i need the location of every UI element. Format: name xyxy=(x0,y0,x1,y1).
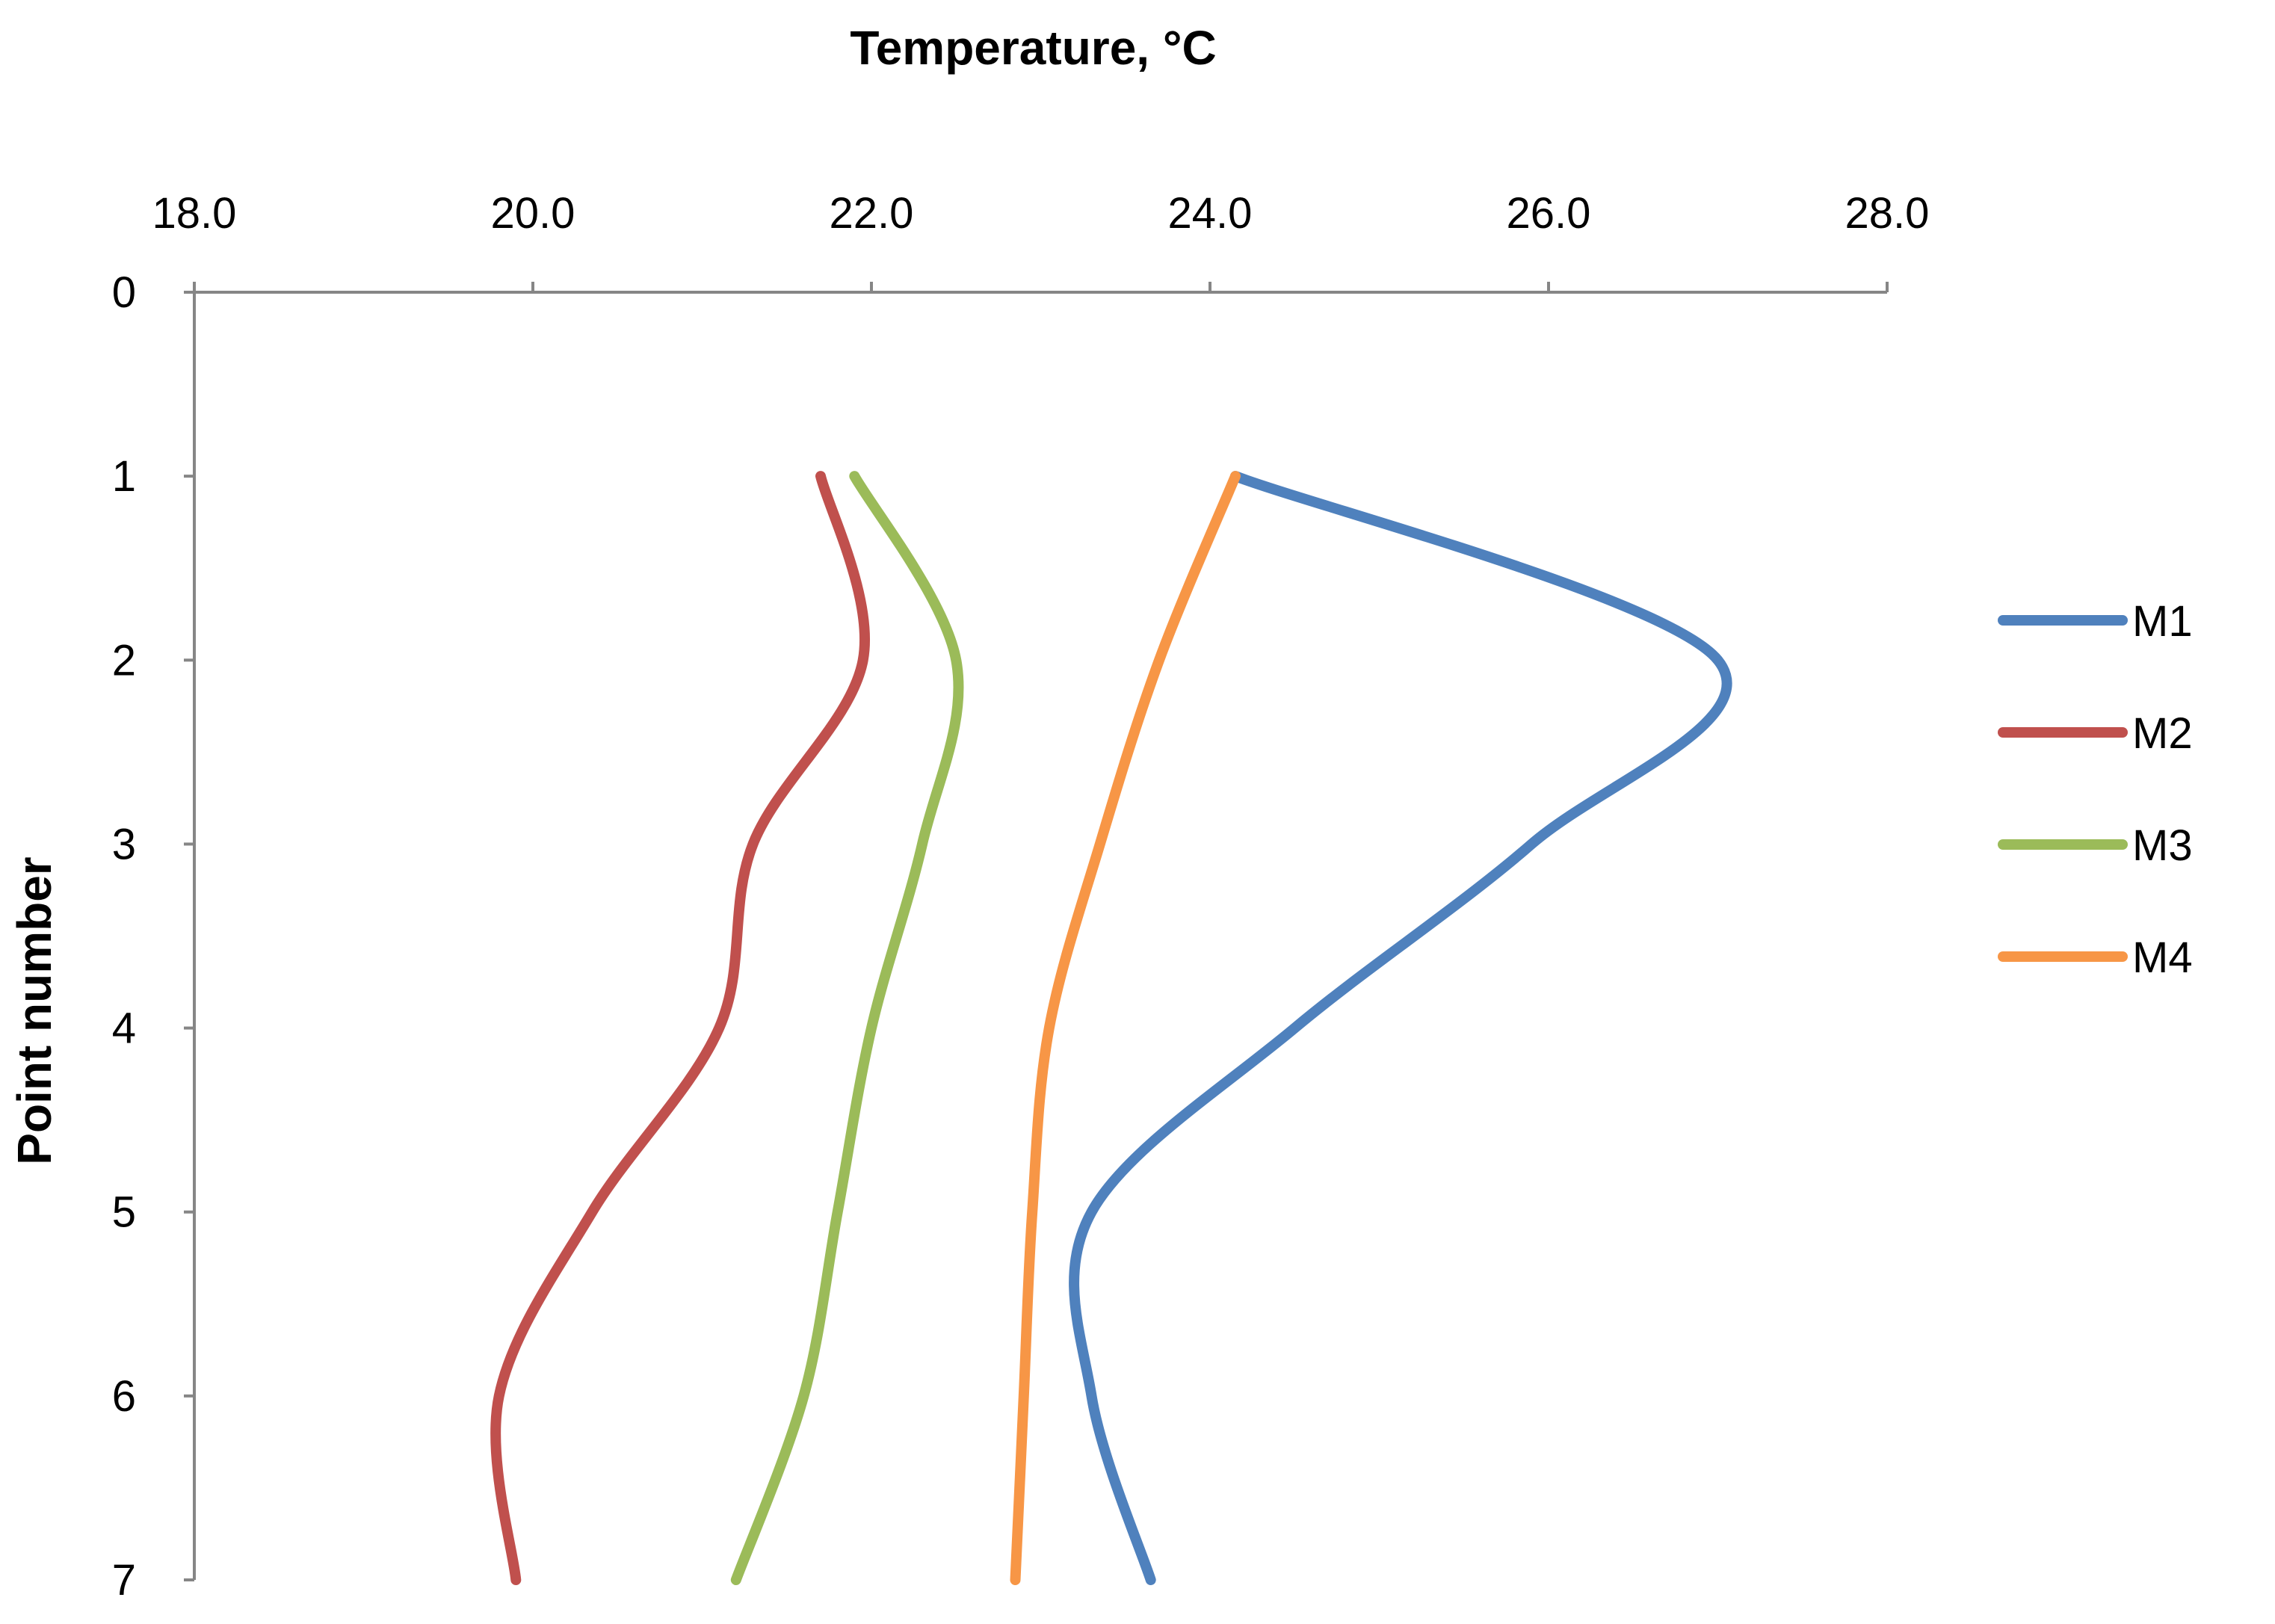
y-tick-label: 3 xyxy=(112,820,136,868)
x-tick-label: 24.0 xyxy=(1168,189,1253,238)
y-tick-label: 0 xyxy=(112,268,136,317)
x-tick-label: 28.0 xyxy=(1845,189,1930,238)
y-tick-label: 2 xyxy=(112,636,136,685)
x-axis: 18.0 20.0 22.0 24.0 26.0 28.0 xyxy=(152,189,1930,294)
y-tick-label: 1 xyxy=(112,452,136,501)
legend-label-m4: M4 xyxy=(2132,933,2193,982)
x-tick-label: 18.0 xyxy=(152,189,237,238)
legend: M1 M2 M3 M4 xyxy=(1998,597,2193,982)
y-tick-label: 6 xyxy=(112,1372,136,1421)
y-tick-label: 4 xyxy=(112,1004,136,1053)
x-tick-label: 20.0 xyxy=(491,189,575,238)
series-line-m4 xyxy=(1010,471,1241,1585)
series-line-m1 xyxy=(1069,471,1732,1585)
series-line-m2 xyxy=(490,471,871,1585)
x-axis-title: Temperature, °C xyxy=(850,21,1216,75)
y-tick-label: 7 xyxy=(112,1556,136,1605)
series-line-m3 xyxy=(730,471,964,1585)
y-tick-label: 5 xyxy=(112,1188,136,1237)
y-axis-title: Point number xyxy=(7,856,61,1164)
legend-label-m1: M1 xyxy=(2132,597,2193,646)
x-tick-label: 26.0 xyxy=(1507,189,1591,238)
x-tick-label: 22.0 xyxy=(830,189,914,238)
series-lines xyxy=(490,471,1732,1585)
legend-label-m2: M2 xyxy=(2132,709,2193,758)
y-axis: 0 1 2 3 4 5 6 7 xyxy=(112,268,196,1605)
legend-label-m3: M3 xyxy=(2132,821,2193,870)
